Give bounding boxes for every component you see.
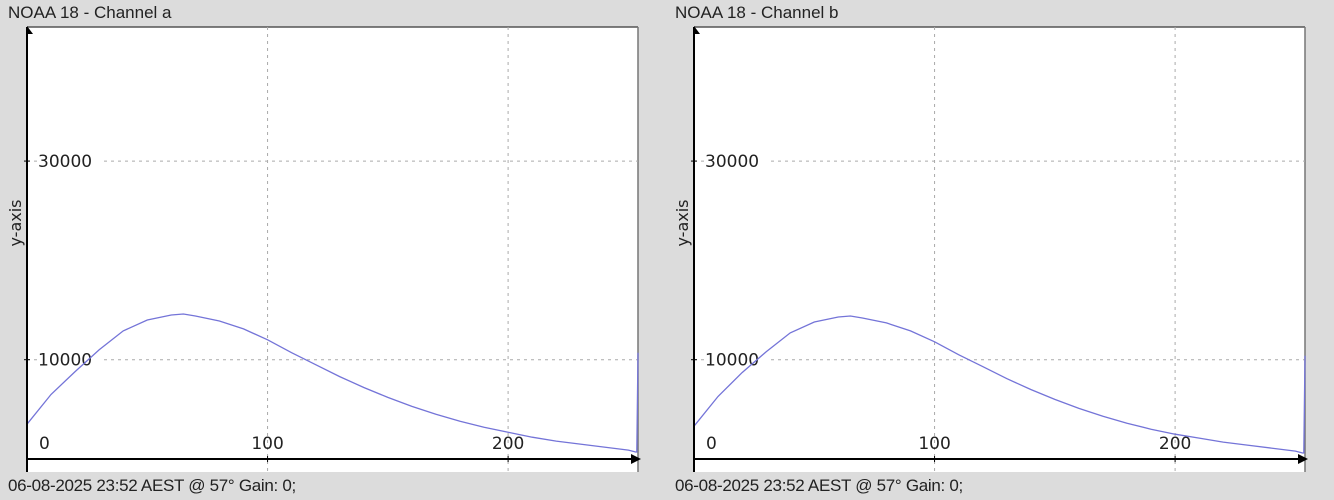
y-tick-label: 30000 xyxy=(705,152,759,172)
y-tick-label: 10000 xyxy=(705,351,759,371)
y-axis-label: y-axis xyxy=(6,199,25,246)
y-tick-label-bg xyxy=(704,149,770,170)
y-axis-arrow-icon xyxy=(27,26,33,34)
x-tick-label: 0 xyxy=(706,434,717,454)
y-tick-label-bg xyxy=(37,149,103,170)
x-tick-label: 200 xyxy=(1159,434,1191,454)
x-tick-label: 100 xyxy=(918,434,950,454)
status-footer: 06-08-2025 23:52 AEST @ 57° Gain: 0; xyxy=(8,476,296,495)
y-tick-label-bg xyxy=(37,347,103,368)
x-tick-label: 100 xyxy=(251,434,283,454)
y-axis-label: y-axis xyxy=(673,199,692,246)
chart-title: NOAA 18 - Channel b xyxy=(675,3,839,22)
x-tick-label: 0 xyxy=(39,434,50,454)
y-axis-arrow-icon xyxy=(694,26,700,34)
chart-panel-b: NOAA 18 - Channel b 0 100 200 10000 30000 y-a… xyxy=(667,0,1308,500)
status-footer: 06-08-2025 23:52 AEST @ 57° Gain: 0; xyxy=(675,476,963,495)
chart-svg: 0 100 200 10000 30000 y-axis xyxy=(6,26,641,472)
y-tick-label: 10000 xyxy=(38,351,92,371)
data-line xyxy=(693,315,1306,454)
chart-svg: 0 100 200 10000 30000 y-axis xyxy=(673,26,1308,472)
chart-panel-a: NOAA 18 - Channel a 0 100 200 10000 30000 y-a… xyxy=(0,0,641,500)
plot-background xyxy=(694,27,1305,472)
data-line xyxy=(26,313,639,453)
chart-title: NOAA 18 - Channel a xyxy=(8,3,172,22)
y-tick-label: 30000 xyxy=(38,152,92,172)
x-tick-label: 200 xyxy=(492,434,524,454)
x-axis-arrow-icon xyxy=(631,454,641,464)
x-axis-arrow-icon xyxy=(1298,454,1308,464)
plot-background xyxy=(27,27,638,472)
